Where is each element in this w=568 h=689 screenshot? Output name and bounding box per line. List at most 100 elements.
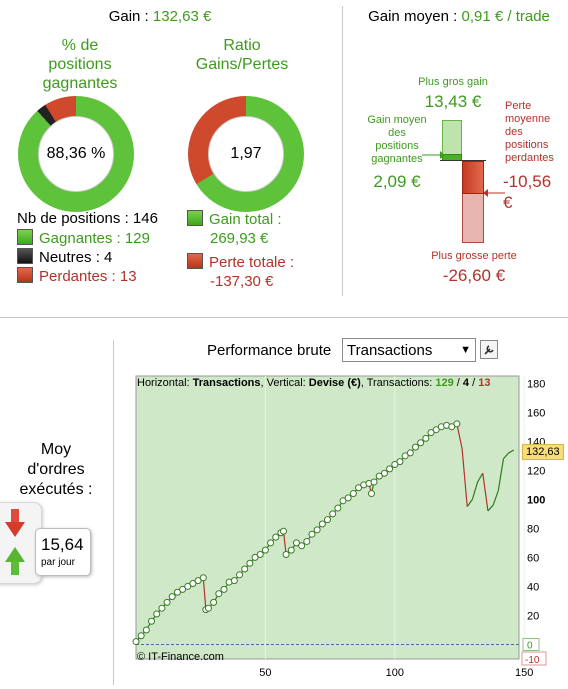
series-segment (466, 499, 473, 507)
gain-total: Gain total : 269,93 € (187, 210, 282, 248)
data-point (153, 610, 161, 618)
wrench-icon (484, 344, 494, 355)
biggest-loss-label: Plus grosse perte (431, 250, 517, 262)
data-point (417, 439, 425, 447)
series-segment (487, 504, 494, 512)
horizontal-divider (0, 317, 568, 318)
loss-total: Perte totale : -137,30 € (187, 253, 294, 291)
black-square-icon (17, 248, 33, 264)
data-point (158, 604, 166, 612)
winning-positions-donut: 88,36 % (18, 96, 134, 212)
data-point (256, 551, 264, 559)
data-point (313, 526, 321, 534)
series-segment (482, 473, 489, 512)
data-point (241, 565, 249, 573)
positions-total: Nb de positions : 146 (17, 210, 158, 227)
orders-label: Moy d'ordres exécutés : (19, 441, 93, 498)
data-point (137, 632, 145, 640)
y-tick-label: 40 (527, 581, 539, 593)
data-point (339, 497, 347, 505)
avg-loss-bar (462, 161, 484, 194)
biggest-loss-value: -26,60 € (442, 266, 506, 285)
gain-moyen-header: Gain moyen : 0,91 € / trade (368, 8, 550, 25)
y-tick-label: 160 (527, 407, 545, 419)
gain-header: Gain : 132,63 € (0, 8, 320, 25)
data-point (370, 478, 378, 486)
data-point (427, 429, 435, 437)
green-square-icon (17, 229, 33, 245)
avg-gain-value: 2,09 € (373, 172, 421, 191)
chevron-down-icon: ▼ (460, 344, 471, 356)
orders-value: 15,64 (41, 535, 84, 554)
data-point (173, 588, 181, 596)
red-arrow-icon (483, 189, 505, 197)
orders-value-box: 15,64 par jour (35, 528, 91, 576)
data-point (184, 582, 192, 590)
y-tick-label: 20 (527, 610, 539, 622)
data-point (267, 539, 275, 547)
data-point (432, 426, 440, 434)
data-point (453, 420, 461, 428)
data-point (148, 617, 156, 625)
data-point (189, 580, 197, 588)
x-tick-label: 100 (386, 667, 404, 679)
winning-percentage: 88,36 % (38, 116, 114, 192)
red-square-icon (187, 253, 203, 269)
data-point (280, 527, 288, 535)
green-arrow-icon (422, 151, 445, 159)
y-tick-label: 100 (527, 494, 545, 506)
data-point (308, 530, 316, 538)
data-point (194, 577, 202, 585)
legend-winning: Gagnantes : 129 (17, 229, 150, 247)
data-point (142, 626, 150, 634)
data-point (272, 533, 280, 541)
series-segment (492, 490, 499, 506)
ratio-title: Ratio Gains/Pertes (195, 37, 289, 73)
data-point (230, 577, 238, 585)
data-point (386, 465, 394, 473)
gain-loss-ratio-donut: 1,97 (188, 96, 304, 212)
series-segment (503, 452, 510, 460)
gain-label: Gain : (108, 8, 149, 25)
avg-loss-label: Perte moyenne des positions perdantes (505, 100, 554, 164)
x-tick-label: 150 (515, 667, 533, 679)
settings-wrench-button[interactable] (480, 340, 498, 359)
legend-losing: Perdantes : 13 (17, 267, 137, 285)
data-point (251, 553, 259, 561)
data-point (236, 571, 244, 579)
legend-neutral: Neutres : 4 (17, 248, 112, 266)
data-point (287, 546, 295, 554)
chart-info-line: Horizontal: Transactions, Vertical: Devi… (137, 377, 491, 389)
data-point (401, 452, 409, 460)
vertical-divider-bottom (113, 340, 114, 685)
pct-title: % de positions gagnantes (42, 37, 118, 92)
data-point (210, 598, 218, 606)
gain-value: 132,63 € (152, 8, 212, 25)
data-point (324, 516, 331, 524)
series-segment (202, 577, 207, 610)
data-point (298, 542, 306, 550)
orders-unit: par jour (41, 557, 75, 568)
y-tick-box (521, 651, 547, 666)
data-point (406, 449, 414, 457)
data-point (355, 484, 363, 492)
series-segment (477, 472, 484, 483)
data-point (282, 551, 290, 559)
y-tick-label: 0 (527, 640, 533, 651)
vertical-divider (342, 6, 343, 296)
data-point (448, 423, 456, 431)
data-point (215, 590, 223, 598)
data-point (380, 469, 388, 477)
data-point (163, 598, 171, 606)
series-segment (461, 448, 468, 507)
data-point (375, 472, 383, 480)
data-point (132, 638, 140, 646)
red-square-icon (17, 267, 33, 283)
data-point (349, 490, 357, 498)
data-point (204, 604, 212, 612)
series-segment (508, 449, 515, 454)
performance-select[interactable]: Transactions ▼ (342, 338, 476, 362)
current-value-badge: 132,63 (522, 444, 564, 460)
biggest-gain-value: 13,43 € (424, 92, 482, 111)
